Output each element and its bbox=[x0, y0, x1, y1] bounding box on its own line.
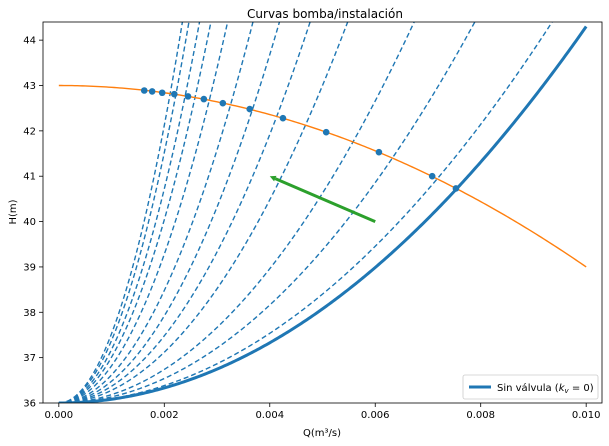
operating-point-6 bbox=[219, 99, 227, 107]
system-curve-7 bbox=[58, 22, 254, 403]
legend-label-sin-valvula: Sin válvula (kv = 0) bbox=[497, 382, 594, 395]
y-tick-label: 44 bbox=[23, 36, 36, 47]
direction-arrow-head bbox=[269, 175, 277, 182]
system-curve-3 bbox=[58, 22, 415, 403]
x-axis-label: Q(m³/s) bbox=[303, 428, 341, 439]
y-tick-label: 36 bbox=[23, 399, 36, 410]
system-curve-10 bbox=[58, 22, 201, 403]
direction-arrow bbox=[274, 177, 376, 223]
system-curve-12 bbox=[58, 22, 184, 403]
y-axis: 36 37 38 39 40 41 42 43 44 bbox=[23, 36, 43, 410]
operating-point-3 bbox=[322, 128, 330, 136]
x-tick-label: 0.010 bbox=[572, 410, 601, 421]
operating-point-1 bbox=[428, 172, 436, 180]
operating-point-10 bbox=[158, 89, 166, 97]
operating-point-11 bbox=[148, 88, 156, 95]
y-tick-label: 37 bbox=[23, 353, 36, 364]
x-tick-label: 0.006 bbox=[361, 410, 390, 421]
legend: Sin válvula (kv = 0) bbox=[462, 374, 599, 400]
y-tick-label: 40 bbox=[23, 217, 36, 228]
y-tick-label: 38 bbox=[23, 308, 36, 319]
y-tick-label: 42 bbox=[23, 126, 36, 137]
system-curve-8 bbox=[58, 22, 229, 403]
plot-frame bbox=[42, 21, 603, 404]
x-tick-label: 0.002 bbox=[150, 410, 179, 421]
y-tick-label: 39 bbox=[23, 262, 36, 273]
x-tick-label: 0.004 bbox=[255, 410, 284, 421]
system-curve-5 bbox=[58, 22, 311, 403]
operating-point-0 bbox=[452, 185, 460, 192]
operating-point-7 bbox=[200, 95, 208, 103]
operating-point-9 bbox=[171, 90, 178, 98]
system-curve-4 bbox=[58, 22, 349, 403]
system-curve-6 bbox=[58, 22, 281, 403]
operating-point-4 bbox=[279, 114, 287, 122]
system-curve-11 bbox=[58, 22, 190, 403]
x-axis: 0.000 0.002 0.004 0.006 0.008 0.010 bbox=[45, 403, 601, 421]
y-tick-label: 41 bbox=[23, 172, 36, 183]
x-tick-label: 0.008 bbox=[466, 410, 495, 421]
legend-box bbox=[462, 374, 599, 400]
y-tick-label: 43 bbox=[23, 81, 36, 92]
system-curve-sin-valvula bbox=[58, 25, 588, 403]
pump-curve bbox=[58, 84, 587, 268]
operating-point-5 bbox=[246, 105, 254, 113]
x-tick-label: 0.000 bbox=[45, 410, 74, 421]
operating-point-12 bbox=[140, 87, 148, 94]
operating-point-8 bbox=[184, 93, 192, 100]
operating-point-2 bbox=[375, 148, 383, 156]
chart-title: Curvas bomba/instalación bbox=[247, 7, 403, 21]
system-curve-2 bbox=[58, 22, 476, 403]
system-curve-9 bbox=[58, 22, 212, 403]
plot-area bbox=[58, 22, 588, 403]
y-axis-label: H(m) bbox=[8, 199, 19, 224]
system-curve-1 bbox=[58, 22, 553, 403]
